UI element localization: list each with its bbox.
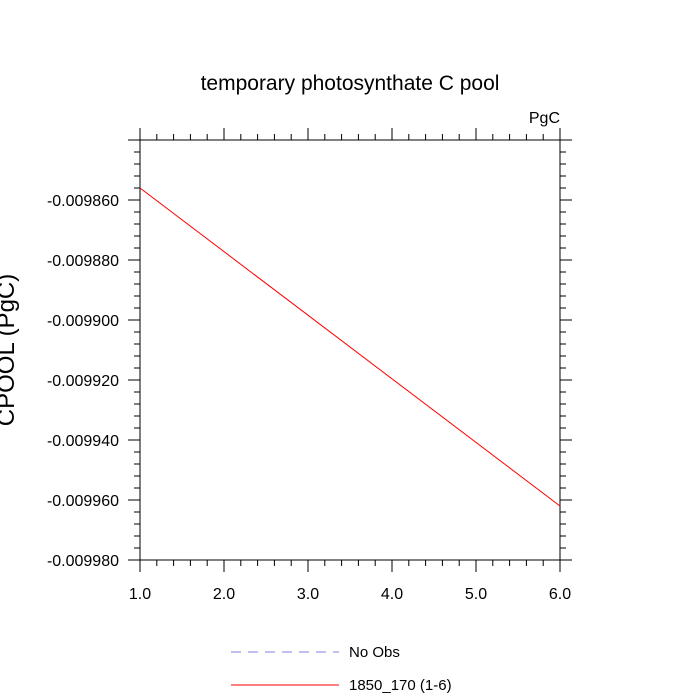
y-axis-label: CPOOL (PgC) (0, 274, 20, 426)
y-tick-label: -0.009980 (47, 553, 119, 570)
legend-label: No Obs (349, 644, 400, 661)
x-tick-label: 1.0 (129, 586, 151, 603)
axis-ticks (128, 128, 572, 572)
series-lines (139, 187, 561, 507)
x-tick-label: 5.0 (465, 586, 487, 603)
y-tick-labels: -0.009860 -0.009880 -0.009900 -0.009920 -0.0… (47, 193, 119, 570)
y-tick-label: -0.009960 (47, 493, 119, 510)
plot-frame (139, 139, 561, 561)
y-tick-label: -0.009900 (47, 313, 119, 330)
y-tick-label: -0.009860 (47, 193, 119, 210)
series-line (139, 187, 561, 507)
legend: No Obs 1850_170 (1-6) (231, 644, 452, 694)
legend-label: 1850_170 (1-6) (349, 677, 452, 694)
y-tick-label: -0.009940 (47, 433, 119, 450)
y-tick-label: -0.009920 (47, 373, 119, 390)
units-label: PgC (529, 110, 560, 127)
x-tick-label: 2.0 (213, 586, 235, 603)
x-tick-label: 4.0 (381, 586, 403, 603)
x-tick-label: 3.0 (297, 586, 319, 603)
y-tick-label: -0.009880 (47, 253, 119, 270)
x-tick-labels: 1.0 2.0 3.0 4.0 5.0 6.0 (129, 586, 571, 603)
chart-title: temporary photosynthate C pool (201, 72, 500, 95)
x-tick-label: 6.0 (549, 586, 571, 603)
